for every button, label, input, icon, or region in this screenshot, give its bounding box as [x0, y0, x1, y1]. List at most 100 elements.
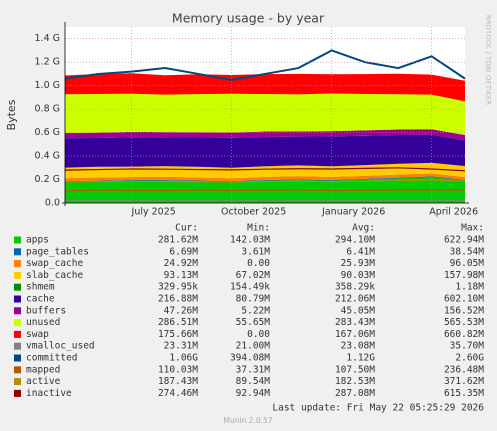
- legend-label: apps: [26, 235, 49, 246]
- legend-stat: 89.54M: [236, 376, 271, 387]
- legend-stat: 394.08M: [230, 353, 270, 364]
- x-tick-label: October 2025: [221, 207, 286, 218]
- legend-stat: 2.60G: [455, 353, 484, 364]
- area: [65, 129, 465, 141]
- legend-label: mapped: [26, 364, 60, 375]
- legend-stat: 236.48M: [444, 364, 484, 375]
- x-tick-label: January 2026: [321, 207, 385, 218]
- y-tick-label: 0.8 G: [35, 104, 61, 115]
- y-axis-label: Bytes: [5, 99, 18, 130]
- area: [65, 134, 465, 168]
- legend-swatch: [14, 271, 21, 279]
- legend-stat: 80.79M: [236, 294, 271, 305]
- legend-stat: 93.13M: [164, 270, 199, 281]
- legend-stat: 287.08M: [335, 388, 375, 399]
- legend-stat: 187.43M: [158, 376, 198, 387]
- side-text: RRDTOOL / TOBI OETIKER: [484, 15, 492, 105]
- legend-stat: 283.43M: [335, 317, 375, 328]
- legend-label: active: [26, 376, 61, 387]
- line: [64, 189, 466, 192]
- legend-stat: 47.26M: [164, 305, 199, 316]
- legend-swatch: [14, 366, 21, 374]
- legend-stat: 157.98M: [444, 270, 484, 281]
- y-tick-label: 0.2 G: [35, 174, 61, 185]
- legend-stat: 286.51M: [158, 317, 198, 328]
- footer: Last update: Fri May 22 05:25:29 2026: [272, 403, 484, 414]
- legend-header: Max:: [461, 223, 484, 234]
- y-tick-label: 1.0 G: [35, 80, 61, 91]
- legend-stat: 25.93M: [341, 258, 376, 269]
- legend-stat: 110.03M: [158, 364, 198, 375]
- legend-stat: 281.62M: [158, 235, 198, 246]
- legend-label: cache: [26, 294, 55, 305]
- legend-label: shmem: [26, 282, 55, 293]
- line: [64, 49, 466, 81]
- legend-stat: 329.95k: [158, 282, 198, 293]
- legend-stat: 90.03M: [341, 270, 376, 281]
- legend-stat: 1.18M: [455, 282, 484, 293]
- legend-stat: 92.94M: [236, 388, 271, 399]
- legend-stat: 615.35M: [444, 388, 484, 399]
- legend-swatch: [14, 248, 21, 256]
- version: Munin 2.0.57: [223, 416, 272, 425]
- legend-swatch: [14, 307, 21, 315]
- legend-stat: 622.94M: [444, 235, 484, 246]
- legend-stat: 21.00M: [236, 341, 271, 352]
- y-tick-label: 0.0: [45, 198, 60, 209]
- legend-header: Avg:: [352, 223, 375, 234]
- legend-stat: 38.54M: [450, 246, 485, 257]
- legend-stat: 182.53M: [335, 376, 375, 387]
- legend-label: swap: [26, 329, 49, 340]
- legend-stat: 175.66M: [158, 329, 198, 340]
- legend-stat: 156.52M: [444, 305, 484, 316]
- legend-swatch: [14, 295, 21, 303]
- legend-label: buffers: [26, 305, 66, 316]
- legend-stat: 602.10M: [444, 294, 484, 305]
- legend-stat: 1.12G: [346, 353, 375, 364]
- x-tick-label: April 2026: [429, 207, 478, 218]
- legend-swatch: [14, 378, 21, 386]
- legend-swatch: [14, 342, 21, 350]
- legend-stat: 216.88M: [158, 294, 198, 305]
- legend-stat: 167.06M: [335, 329, 375, 340]
- legend-stat: 371.62M: [444, 376, 484, 387]
- area: [65, 176, 465, 182]
- legend-stat: 358.29k: [335, 282, 375, 293]
- legend-stat: 660.82M: [444, 329, 484, 340]
- area: [65, 93, 465, 136]
- legend-stat: 45.05M: [341, 305, 376, 316]
- legend-label: unused: [26, 317, 60, 328]
- y-tick-label: 1.2 G: [35, 57, 61, 68]
- legend-stat: 3.61M: [241, 246, 270, 257]
- legend-stat: 23.08M: [341, 341, 376, 352]
- line: [64, 179, 466, 183]
- legend-swatch: [14, 319, 21, 327]
- legend-stat: 37.31M: [236, 364, 271, 375]
- area: [65, 73, 465, 102]
- legend-stat: 154.49k: [230, 282, 270, 293]
- legend-header: Min:: [247, 223, 270, 234]
- legend-stat: 107.50M: [335, 364, 375, 375]
- legend-label: vmalloc_used: [26, 341, 95, 352]
- legend-stat: 5.22M: [241, 305, 270, 316]
- legend-stat: 1.06G: [169, 353, 198, 364]
- area: [65, 162, 465, 179]
- y-tick-label: 1.4 G: [35, 33, 61, 44]
- legend-stat: 212.06M: [335, 294, 375, 305]
- legend-stat: 565.53M: [444, 317, 484, 328]
- legend-stat: 23.31M: [164, 341, 199, 352]
- y-tick-label: 0.6 G: [35, 127, 61, 138]
- legend-stat: 55.65M: [236, 317, 271, 328]
- legend-label: inactive: [26, 388, 72, 399]
- legend-swatch: [14, 236, 21, 244]
- legend-stat: 142.03M: [230, 235, 270, 246]
- legend-swatch: [14, 354, 21, 362]
- legend-swatch: [14, 260, 21, 268]
- legend-swatch: [14, 283, 21, 291]
- legend-stat: 0.00: [247, 329, 270, 340]
- legend-stat: 67.02M: [236, 270, 271, 281]
- legend-label: committed: [26, 353, 77, 364]
- legend-stat: 24.92M: [164, 258, 199, 269]
- legend-swatch: [14, 330, 21, 338]
